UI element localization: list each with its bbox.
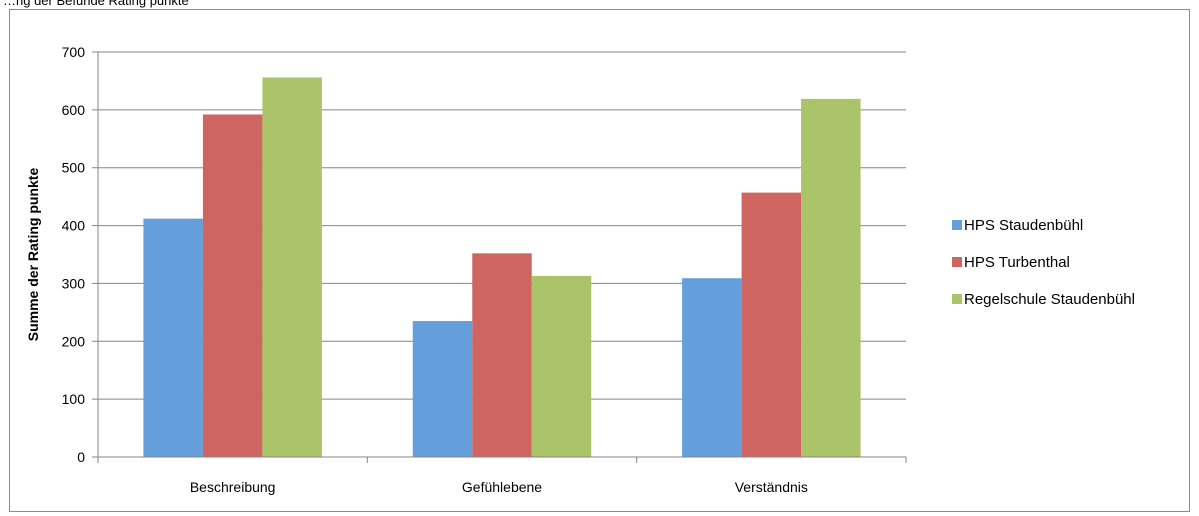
y-tick-label: 500 <box>62 160 86 176</box>
bar <box>682 278 742 457</box>
bar <box>801 98 861 457</box>
bar <box>741 192 802 458</box>
bars <box>143 77 861 458</box>
legend-swatch <box>952 294 962 304</box>
bar <box>531 275 592 457</box>
bar <box>262 77 322 457</box>
y-axis-title: Summe der Rating punkte <box>25 168 41 342</box>
legend-swatch <box>952 220 962 230</box>
y-tick-label: 600 <box>62 102 86 118</box>
legend: HPS Staudenbühl HPS Turbenthal Regelschule… <box>952 217 1135 308</box>
legend-label: HPS Turbenthal <box>964 254 1070 271</box>
bar <box>472 253 532 457</box>
axes <box>92 51 907 463</box>
y-tick-label: 300 <box>62 275 86 291</box>
y-tick-label: 0 <box>77 449 85 465</box>
y-tick-label: 700 <box>62 44 86 60</box>
x-tick-labels: Beschreibung Gefühlebene Verständnis <box>190 479 808 495</box>
x-tick-label: Gefühlebene <box>462 479 542 495</box>
x-tick-label: Beschreibung <box>190 479 276 495</box>
y-tick-label: 400 <box>62 218 86 234</box>
chart-caption: …ng der Befunde Rating punkte <box>3 0 189 8</box>
legend-swatch <box>952 257 962 267</box>
y-tick-label: 100 <box>62 391 86 407</box>
bar <box>412 321 473 457</box>
y-tick-labels: 0 100 200 300 400 500 600 700 <box>62 44 86 465</box>
legend-label: HPS Staudenbühl <box>964 217 1083 234</box>
bar <box>143 218 203 457</box>
legend-label: Regelschule Staudenbühl <box>964 291 1135 308</box>
x-tick-label: Verständnis <box>735 479 808 495</box>
bar <box>202 114 263 457</box>
y-tick-label: 200 <box>62 333 86 349</box>
